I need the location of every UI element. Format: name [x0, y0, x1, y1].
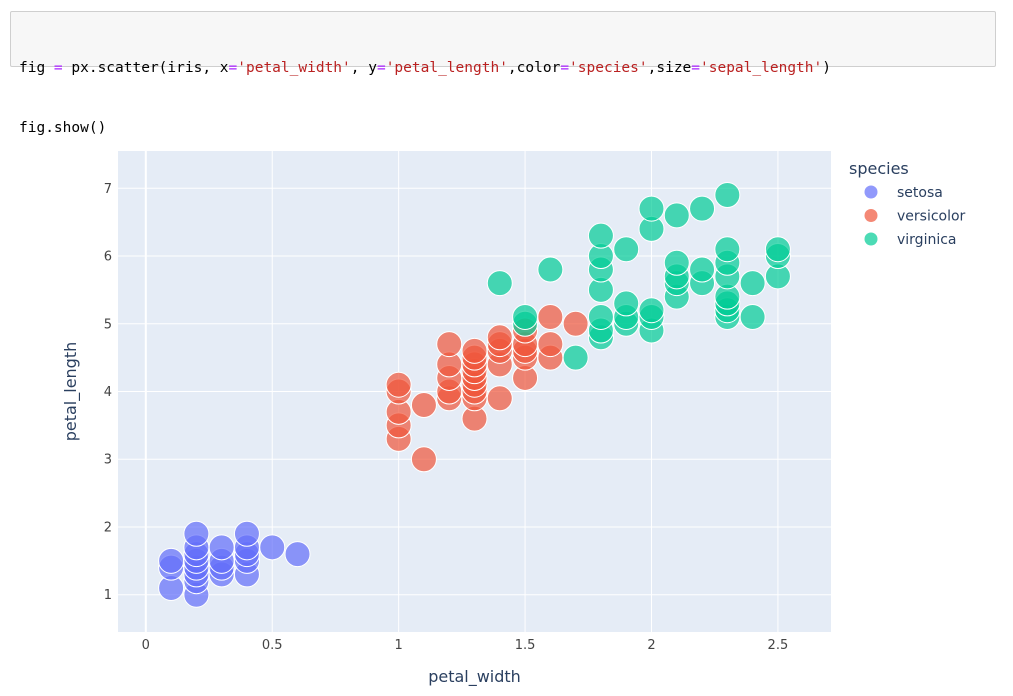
data-point[interactable]: [764, 236, 791, 263]
code-token: =: [53, 60, 63, 76]
data-point[interactable]: [259, 534, 286, 561]
data-point[interactable]: [562, 344, 589, 371]
x-tick-label: 1: [395, 638, 403, 653]
code-token: ,color: [507, 60, 561, 76]
y-tick-label: 7: [104, 182, 112, 197]
data-point[interactable]: [183, 520, 210, 547]
legend-label: versicolor: [897, 209, 966, 225]
x-tick-label: 2.5: [768, 638, 789, 653]
data-point[interactable]: [486, 324, 513, 351]
data-point[interactable]: [461, 337, 488, 364]
data-point[interactable]: [613, 236, 640, 263]
legend-item-setosa[interactable]: setosa: [864, 185, 943, 201]
legend-item-virginica[interactable]: virginica: [864, 232, 957, 248]
data-point[interactable]: [638, 297, 665, 324]
legend-marker: [864, 185, 878, 199]
data-point[interactable]: [512, 303, 539, 330]
series-virginica: [486, 182, 791, 371]
x-tick-label: 2: [647, 638, 655, 653]
data-point[interactable]: [436, 331, 463, 358]
data-point[interactable]: [739, 270, 766, 297]
legend[interactable]: setosa versicolor virginica: [864, 185, 966, 248]
code-token: ): [822, 60, 831, 76]
data-point[interactable]: [486, 385, 513, 412]
legend-label: virginica: [897, 232, 957, 248]
data-point[interactable]: [739, 303, 766, 330]
code-token: =: [691, 60, 701, 76]
data-point[interactable]: [158, 547, 185, 574]
series-setosa: [158, 520, 311, 608]
y-axis-title: petal_length: [61, 342, 81, 442]
data-point[interactable]: [410, 392, 437, 419]
y-tick-label: 2: [104, 520, 112, 535]
code-token: 'petal_width': [237, 60, 351, 76]
code-line-1: fig = px.scatter(iris, x='petal_width', …: [19, 58, 987, 78]
data-point[interactable]: [613, 290, 640, 317]
legend-label: setosa: [897, 185, 943, 201]
y-tick-label: 3: [104, 453, 112, 468]
code-token: =: [376, 60, 386, 76]
code-cell[interactable]: fig = px.scatter(iris, x='petal_width', …: [10, 11, 996, 136]
series-versicolor: [385, 303, 589, 473]
data-point[interactable]: [385, 371, 412, 398]
code-token: px.scatter(iris, x: [62, 60, 229, 76]
data-point[interactable]: [537, 303, 564, 330]
x-tick-label: 0.5: [262, 638, 283, 653]
data-point[interactable]: [233, 520, 260, 547]
data-point[interactable]: [537, 331, 564, 358]
code-token: 'species': [569, 60, 648, 76]
y-tick-label: 5: [104, 317, 112, 332]
y-tick-label: 6: [104, 250, 112, 265]
data-point[interactable]: [208, 534, 235, 561]
y-tick-label: 1: [104, 588, 112, 603]
y-tick-labels: 1 2 3 4 5 6 7: [104, 182, 112, 603]
data-point[interactable]: [410, 446, 437, 473]
legend-item-versicolor[interactable]: versicolor: [864, 209, 966, 225]
x-tick-labels: 0 0.5 1 1.5 2 2.5: [142, 638, 789, 653]
data-point[interactable]: [689, 256, 716, 283]
x-axis-title: petal_width: [428, 667, 521, 687]
code-token: =: [228, 60, 238, 76]
code-token: =: [560, 60, 570, 76]
code-token: 'sepal_length': [700, 60, 823, 76]
data-point[interactable]: [663, 202, 690, 229]
data-point[interactable]: [562, 310, 589, 337]
data-point[interactable]: [537, 256, 564, 283]
code-token: 'petal_length': [385, 60, 508, 76]
code-token: fig: [19, 60, 54, 76]
code-token: ,size: [647, 60, 692, 76]
data-point[interactable]: [714, 182, 741, 209]
x-tick-label: 0: [142, 638, 150, 653]
data-point[interactable]: [284, 541, 311, 568]
x-tick-label: 1.5: [515, 638, 536, 653]
data-point[interactable]: [587, 222, 614, 249]
data-points: [158, 182, 791, 608]
code-token: , y: [350, 60, 377, 76]
data-point[interactable]: [486, 270, 513, 297]
data-point[interactable]: [638, 195, 665, 222]
data-point[interactable]: [587, 303, 614, 330]
data-point[interactable]: [689, 195, 716, 222]
legend-marker: [864, 232, 878, 246]
y-tick-label: 4: [104, 385, 112, 400]
code-line-2: fig.show(): [19, 120, 107, 136]
legend-title: species: [849, 159, 909, 178]
legend-marker: [864, 209, 878, 222]
data-point[interactable]: [663, 249, 690, 276]
data-point[interactable]: [714, 236, 741, 263]
